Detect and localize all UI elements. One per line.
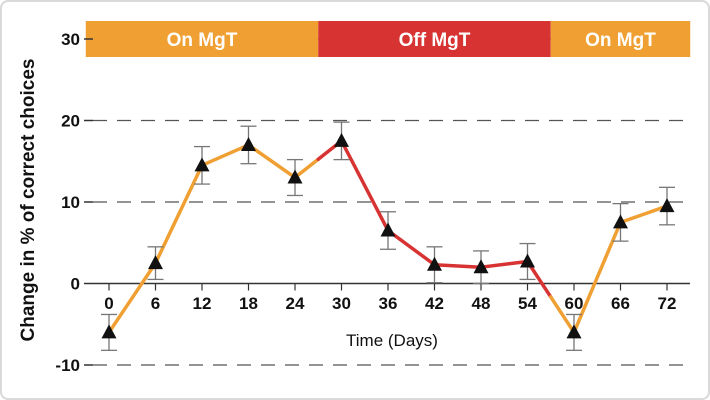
series-line-segment (153, 163, 204, 265)
series-line-segment (618, 204, 669, 225)
data-point-marker (287, 169, 303, 184)
data-point-marker (613, 214, 628, 229)
data-point-marker (659, 198, 675, 213)
axes: 30 20 10 0 -10 0 6 12 18 24 30 36 42 48 54 60 66 72 (55, 30, 690, 375)
data-point-marker (148, 255, 163, 270)
phase-label: Off MgT (399, 30, 471, 51)
data-point-marker (194, 157, 210, 172)
phase-label: On MgT (167, 30, 238, 51)
series-line-segment (107, 261, 158, 335)
x-tick-label: 0 (104, 294, 113, 313)
phase-bar: On MgT Off MgT On MgT (85, 21, 691, 57)
series-line-segment (200, 143, 251, 168)
x-tick-label: 42 (425, 294, 444, 313)
phase-segment (318, 21, 551, 57)
series-line-segment (549, 295, 576, 335)
x-tick-label: 66 (611, 294, 630, 313)
y-tick-label: 0 (71, 275, 80, 294)
data-point-marker (520, 253, 535, 268)
x-axis-title: Time (Days) (346, 331, 438, 350)
phase-label: On MgT (585, 30, 656, 51)
series-line-segment (386, 228, 437, 267)
phase-segment (85, 21, 319, 57)
series-line-segment (246, 143, 297, 180)
x-tick-label: 60 (565, 294, 584, 313)
x-tick-label: 6 (151, 294, 160, 313)
data-point-marker (380, 222, 396, 237)
series-line-segment (432, 263, 483, 269)
data-point-marker (334, 132, 349, 147)
y-tick-label: 30 (61, 30, 80, 49)
y-tick-label: 20 (61, 112, 80, 131)
x-tick-label: 54 (518, 294, 537, 313)
gridlines (93, 38, 690, 366)
x-tick-label: 30 (332, 294, 351, 313)
phase-segment (550, 21, 691, 57)
x-tick-label: 36 (379, 294, 398, 313)
y-tick-label: -10 (55, 356, 80, 375)
x-tick-label: 18 (239, 294, 258, 313)
data-point-marker (473, 259, 489, 274)
x-tick-label: 24 (286, 294, 305, 313)
data-point-marker (241, 136, 256, 151)
data-point-marker (427, 256, 442, 271)
data-point-marker (566, 324, 582, 339)
series-line-segment (293, 157, 320, 180)
x-tick-label: 48 (472, 294, 491, 313)
x-tick-label: 72 (658, 294, 677, 313)
data-point-marker (101, 324, 117, 339)
x-tick-label: 12 (193, 294, 212, 313)
series (101, 121, 675, 351)
y-tick-label: 10 (61, 193, 80, 212)
series-line-segment (339, 139, 390, 233)
series-line-segment (479, 259, 530, 269)
series-line-segment (572, 220, 623, 335)
y-axis-title: Change in % of correct choices (18, 59, 39, 342)
